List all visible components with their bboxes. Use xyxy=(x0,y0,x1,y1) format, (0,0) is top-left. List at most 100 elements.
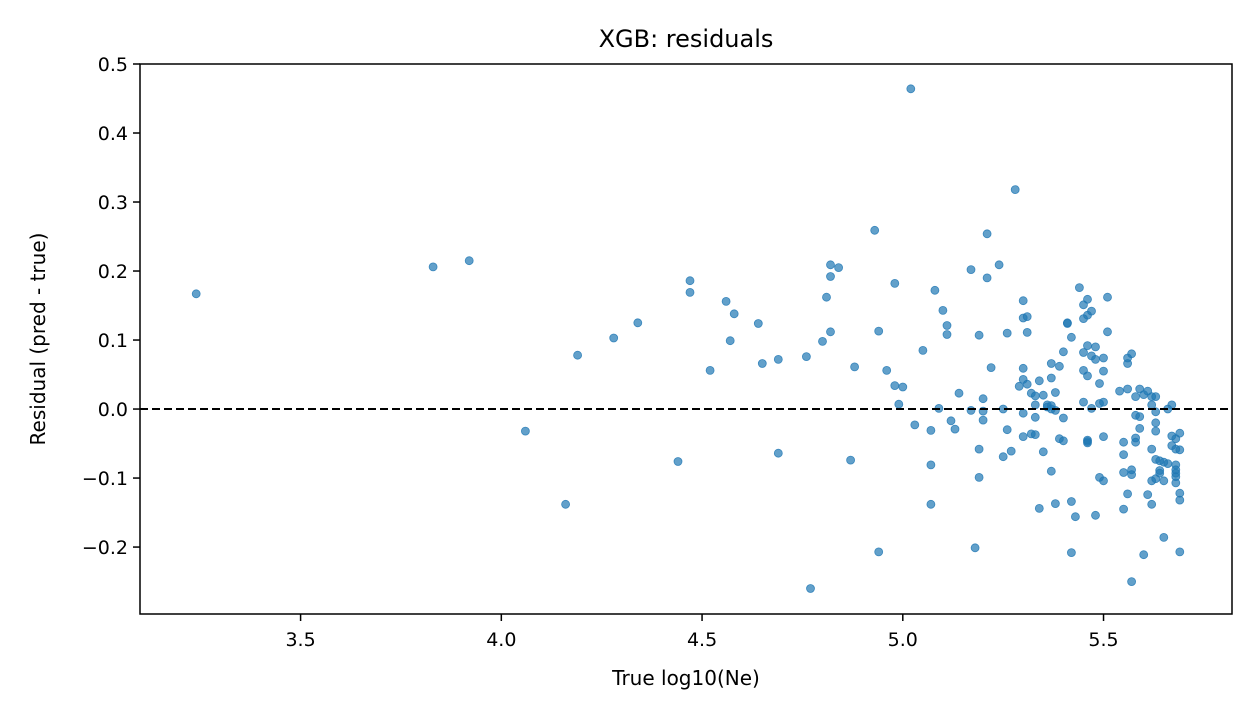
y-tick-label: 0.1 xyxy=(98,330,128,352)
data-point-103 xyxy=(1059,413,1068,423)
data-point-77 xyxy=(1022,327,1032,337)
data-point-16 xyxy=(757,359,767,368)
data-point-35 xyxy=(894,399,904,409)
data-point-41 xyxy=(926,425,936,435)
data-point-48 xyxy=(946,416,956,426)
data-point-25 xyxy=(826,327,835,337)
data-point-50 xyxy=(954,388,964,398)
data-point-24 xyxy=(826,272,835,281)
data-point-56 xyxy=(974,472,984,482)
data-point-18 xyxy=(773,354,783,364)
y-tick-label: 0.0 xyxy=(98,399,128,421)
data-point-43 xyxy=(930,285,940,295)
data-point-117 xyxy=(1083,294,1092,304)
y-tick-label: 0.3 xyxy=(98,192,128,214)
x-tick-label: 4.0 xyxy=(486,629,516,651)
data-point-102 xyxy=(1059,436,1068,446)
data-point-38 xyxy=(910,420,920,430)
data-point-60 xyxy=(982,273,992,283)
data-point-182 xyxy=(1163,459,1173,469)
data-point-63 xyxy=(994,260,1004,270)
data-point-134 xyxy=(1099,432,1108,442)
data-point-141 xyxy=(1119,504,1128,514)
data-point-78 xyxy=(1022,379,1032,389)
data-point-46 xyxy=(942,321,952,330)
data-point-34 xyxy=(890,381,900,391)
data-point-111 xyxy=(1075,283,1084,293)
data-point-9 xyxy=(685,276,695,286)
x-axis-ticks: 3.5 4.0 4.5 5.0 5.5 xyxy=(285,614,1119,651)
data-point-49 xyxy=(950,424,960,434)
data-point-28 xyxy=(850,362,859,372)
data-point-177 xyxy=(1155,466,1165,475)
data-point-97 xyxy=(1051,388,1060,397)
data-point-7 xyxy=(633,318,643,328)
data-point-21 xyxy=(818,336,827,346)
data-point-137 xyxy=(1099,476,1108,486)
data-point-116 xyxy=(1079,348,1088,357)
data-point-4 xyxy=(561,499,570,509)
data-point-33 xyxy=(890,278,900,288)
data-point-196 xyxy=(1175,488,1185,498)
data-point-66 xyxy=(1002,328,1012,338)
data-point-167 xyxy=(1147,444,1157,454)
data-point-22 xyxy=(822,292,831,302)
data-point-87 xyxy=(1034,376,1044,386)
data-point-109 xyxy=(1067,548,1076,557)
data-point-147 xyxy=(1123,489,1132,499)
data-point-192 xyxy=(1171,478,1181,488)
data-point-107 xyxy=(1067,497,1076,506)
data-point-151 xyxy=(1127,577,1136,586)
data-point-71 xyxy=(1018,363,1028,373)
data-point-127 xyxy=(1091,342,1100,352)
data-point-174 xyxy=(1151,426,1161,436)
data-point-85 xyxy=(1030,430,1040,440)
data-point-98 xyxy=(1051,499,1060,509)
y-tick-label: −0.2 xyxy=(82,537,128,559)
data-point-121 xyxy=(1083,438,1092,448)
data-point-92 xyxy=(1046,359,1056,368)
data-point-157 xyxy=(1135,423,1145,433)
y-tick-label: 0.5 xyxy=(98,54,128,76)
data-point-135 xyxy=(1099,366,1108,376)
data-point-138 xyxy=(1103,292,1112,302)
data-point-164 xyxy=(1147,499,1157,509)
data-point-76 xyxy=(1018,432,1028,442)
data-point-75 xyxy=(1018,408,1028,418)
data-point-133 xyxy=(1099,353,1108,363)
data-point-61 xyxy=(982,229,992,239)
data-point-39 xyxy=(918,345,928,355)
data-point-6 xyxy=(609,333,619,343)
data-point-32 xyxy=(882,365,892,375)
data-point-17 xyxy=(773,448,783,458)
data-point-10 xyxy=(685,287,695,297)
data-point-53 xyxy=(970,543,980,553)
data-point-159 xyxy=(1135,412,1145,422)
data-point-45 xyxy=(938,305,948,315)
data-point-106 xyxy=(1063,318,1072,328)
data-point-68 xyxy=(1006,446,1016,456)
data-point-69 xyxy=(1010,185,1020,195)
data-point-126 xyxy=(1087,306,1096,316)
data-point-2 xyxy=(464,256,474,266)
data-point-83 xyxy=(1030,412,1040,422)
data-point-197 xyxy=(1175,547,1185,557)
data-point-20 xyxy=(806,584,815,593)
data-point-104 xyxy=(1059,347,1068,357)
data-point-139 xyxy=(1103,327,1112,337)
data-point-162 xyxy=(1143,490,1153,500)
data-point-62 xyxy=(986,363,996,373)
data-point-160 xyxy=(1139,550,1149,560)
data-point-82 xyxy=(1030,391,1040,401)
data-point-193 xyxy=(1175,445,1185,455)
data-point-86 xyxy=(1034,503,1044,513)
data-point-136 xyxy=(1099,397,1108,407)
data-point-13 xyxy=(729,309,739,319)
data-point-84 xyxy=(1030,400,1040,410)
x-tick-label: 4.5 xyxy=(687,629,717,651)
data-point-140 xyxy=(1115,386,1124,396)
data-point-42 xyxy=(926,499,936,509)
data-point-12 xyxy=(721,296,731,306)
data-point-88 xyxy=(1038,447,1048,457)
data-point-152 xyxy=(1127,470,1136,480)
